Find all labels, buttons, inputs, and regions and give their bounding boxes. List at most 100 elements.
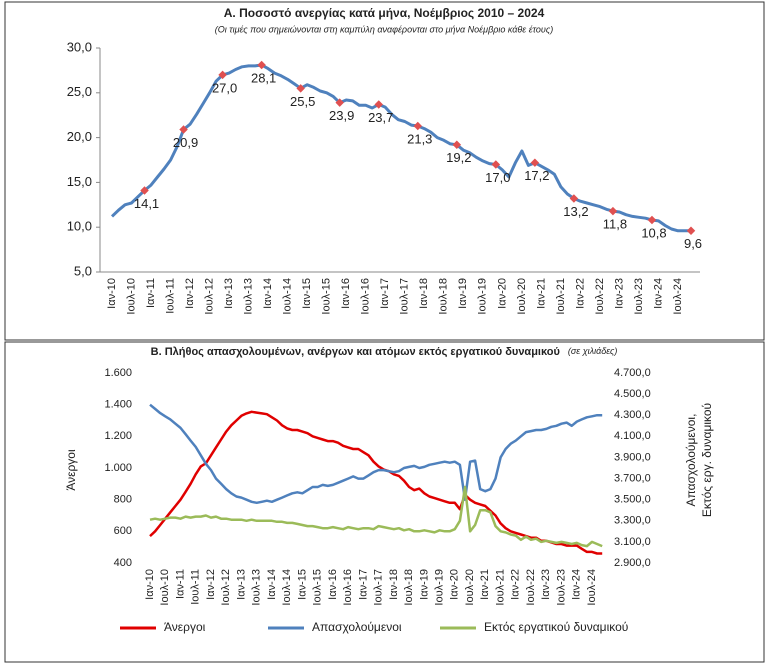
- x-tick-label: Ιουλ-22: [594, 278, 606, 315]
- chart-subtitle: (σε χιλιάδες): [568, 346, 617, 356]
- value-label: 27,0: [212, 80, 237, 95]
- x-tick-label: Ιουλ-10: [159, 569, 171, 606]
- y-tick-label: 1.400: [104, 399, 132, 411]
- y-tick-label: 1.600: [104, 367, 132, 379]
- marker: [452, 140, 462, 150]
- value-label: 17,0: [485, 170, 510, 185]
- value-label: 28,1: [251, 70, 276, 85]
- chart-title: Β. Πλήθος απασχολουμένων, ανέργων και ατ…: [151, 346, 618, 358]
- x-tick-label: Ιαν-24: [571, 569, 583, 600]
- x-tick-label: Ιαν-14: [266, 569, 278, 600]
- x-tick-label: Ιαν-19: [418, 569, 430, 600]
- x-tick-label: Ιουλ-18: [403, 569, 415, 606]
- y2-tick-label: 4.100,0: [614, 430, 651, 442]
- x-tick-label: Ιαν-11: [145, 278, 157, 308]
- line: [110, 63, 691, 233]
- y2-tick-label: 4.500,0: [614, 388, 651, 400]
- y2-axis-title: Απασχολούμενοι,: [684, 414, 698, 507]
- x-tick-label: Ιουλ-20: [516, 278, 528, 315]
- x-tick-label: Ιαν-14: [262, 278, 274, 309]
- x-tick-label: Ιουλ-17: [399, 278, 411, 315]
- y-tick-label: 600: [114, 525, 132, 537]
- x-tick-label: Ιαν-21: [479, 569, 491, 600]
- value-label: 9,6: [684, 236, 702, 251]
- y2-tick-label: 3.100,0: [614, 536, 651, 548]
- x-tick-label: Ιουλ-19: [433, 569, 445, 606]
- value-label: 13,2: [563, 204, 588, 219]
- value-label: 10,8: [641, 225, 666, 240]
- x-tick-label: Ιουλ-15: [312, 569, 324, 606]
- y2-tick-label: 2.900,0: [614, 557, 651, 569]
- value-label: 23,9: [329, 108, 354, 123]
- x-tick-label: Ιουλ-13: [243, 278, 255, 315]
- x-tick-label: Ιουλ-17: [373, 569, 385, 606]
- y-tick-label: 800: [114, 494, 132, 506]
- x-tick-label: Ιουλ-20: [464, 569, 476, 606]
- x-tick-label: Ιαν-18: [388, 569, 400, 600]
- x-tick-label: Ιαν-24: [652, 278, 664, 309]
- x-tick-label: Ιαν-13: [235, 569, 247, 600]
- value-label: 11,8: [603, 217, 627, 232]
- x-tick-label: Ιουλ-12: [203, 278, 215, 315]
- x-tick-label: Ιαν-16: [327, 569, 339, 600]
- x-tick-label: Ιαν-15: [301, 278, 313, 309]
- marker: [413, 121, 423, 131]
- y2-tick-label: 3.700,0: [614, 472, 651, 484]
- y2-tick-label: 3.300,0: [614, 515, 651, 527]
- x-tick-label: Ιαν-12: [184, 278, 196, 309]
- x-tick-label: Ιαν-22: [574, 278, 586, 309]
- marker: [296, 84, 305, 93]
- y2-tick-label: 3.500,0: [614, 494, 651, 506]
- value-label: 17,2: [524, 168, 549, 183]
- x-tick-label: Ιουλ-14: [281, 569, 293, 606]
- y-tick-label: 5,0: [74, 263, 92, 278]
- y-tick-label: 20,0: [67, 129, 92, 144]
- x-tick-label: Ιουλ-24: [586, 569, 598, 606]
- value-label: 23,7: [368, 110, 393, 125]
- x-tick-label: Ιαν-10: [106, 278, 118, 309]
- x-tick-label: Ιουλ-22: [525, 569, 537, 606]
- marker: [491, 160, 501, 169]
- y2-axis-title: Εκτός εργ. δυναμικού: [700, 403, 714, 517]
- x-tick-label: Ιαν-20: [449, 569, 461, 600]
- y-tick-label: 1.200: [104, 430, 132, 442]
- value-label: 20,9: [173, 135, 198, 150]
- x-tick-label: Ιαν-20: [496, 278, 508, 309]
- marker: [179, 125, 188, 134]
- x-tick-label: Ιουλ-10: [125, 278, 137, 315]
- y-tick-label: 10,0: [67, 219, 92, 234]
- x-tick-label: Ιουλ-21: [494, 569, 506, 606]
- x-tick-label: Ιαν-16: [340, 278, 352, 309]
- y2-tick-label: 3.900,0: [614, 451, 651, 463]
- x-tick-label: Ιουλ-15: [321, 278, 333, 315]
- x-tick-label: Ιουλ-14: [282, 278, 294, 315]
- x-tick-label: Ιουλ-11: [190, 569, 202, 605]
- x-tick-label: Ιουλ-18: [438, 278, 450, 315]
- chart-subtitle: (Οι τιμές που σημειώνονται στη καμπύλη α…: [215, 24, 554, 34]
- y2-tick-label: 4.700,0: [614, 367, 651, 379]
- x-tick-label: Ιουλ-23: [633, 278, 645, 315]
- legend-label: Άνεργοι: [164, 620, 206, 634]
- x-tick-label: Ιαν-10: [144, 569, 156, 600]
- value-label: 25,5: [290, 94, 315, 109]
- x-tick-label: Ιαν-22: [510, 569, 522, 600]
- x-tick-label: Ιαν-13: [223, 278, 235, 309]
- x-tick-label: Ιουλ-13: [251, 569, 263, 606]
- x-tick-label: Ιουλ-19: [477, 278, 489, 315]
- x-tick-label: Ιαν-11: [174, 569, 186, 599]
- value-label: 19,2: [446, 150, 471, 165]
- legend-label: Απασχολούμενοι: [312, 620, 402, 634]
- x-tick-label: Ιαν-15: [296, 569, 308, 600]
- x-tick-label: Ιαν-17: [357, 569, 369, 600]
- x-tick-label: Ιουλ-12: [220, 569, 232, 606]
- x-tick-label: Ιαν-17: [379, 278, 391, 309]
- x-tick-label: Ιαν-23: [613, 278, 625, 309]
- x-tick-label: Ιαν-23: [540, 569, 552, 600]
- x-tick-label: Ιαν-18: [418, 278, 430, 309]
- line: [149, 403, 603, 505]
- x-tick-label: Ιουλ-11: [164, 278, 176, 314]
- panel-a: [4, 1, 765, 341]
- y-tick-label: 15,0: [67, 174, 92, 189]
- y-tick-label: 1.000: [104, 462, 132, 474]
